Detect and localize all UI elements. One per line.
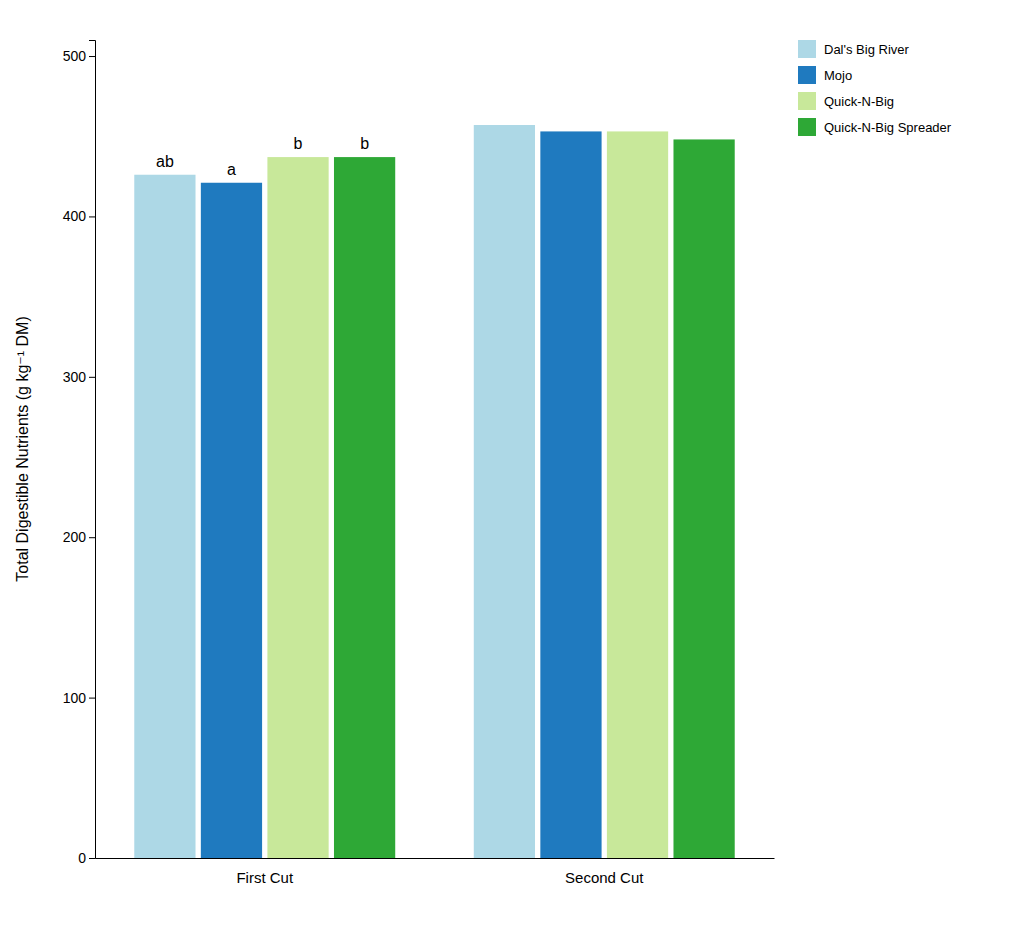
x-tick-label: First Cut — [236, 869, 294, 886]
legend-swatch — [798, 92, 816, 110]
legend-label: Quick-N-Big Spreader — [824, 120, 952, 135]
legend-item: Quick-N-Big Spreader — [798, 118, 952, 136]
x-tick-label: Second Cut — [565, 869, 644, 886]
legend-swatch — [798, 40, 816, 58]
legend-item: Mojo — [798, 66, 852, 84]
y-tick-mark — [89, 56, 95, 57]
annotation: b — [294, 135, 303, 152]
y-tick: 400 — [63, 208, 95, 224]
legend-item: Quick-N-Big — [798, 92, 894, 110]
y-tick: 0 — [78, 850, 95, 866]
legend-label: Dal's Big River — [824, 42, 910, 57]
legend-label: Quick-N-Big — [824, 94, 894, 109]
y-tick-mark — [89, 216, 95, 217]
x-tick: First Cut — [236, 869, 294, 886]
y-tick: 100 — [63, 690, 95, 706]
annotation: b — [360, 135, 369, 152]
bar — [134, 175, 195, 858]
y-tick-mark — [89, 537, 95, 538]
bars — [134, 125, 734, 858]
y-tick-mark — [89, 377, 95, 378]
plot: 0100200300400500First CutSecond Cutababb — [63, 41, 775, 886]
y-tick-label: 500 — [63, 48, 87, 64]
bar — [540, 131, 601, 858]
bar — [334, 157, 395, 858]
x-axis-line — [96, 858, 775, 859]
annotations: ababb — [156, 135, 369, 178]
y-axis: 0 100 200 300 400 500 — [63, 41, 96, 866]
y-tick-mark — [89, 858, 95, 859]
y-tick-label: 0 — [78, 850, 86, 866]
x-tick: Second Cut — [565, 869, 644, 886]
bar — [673, 139, 734, 858]
y-tick-mark — [89, 698, 95, 699]
legend-item: Dal's Big River — [798, 40, 910, 58]
legend-swatch — [798, 66, 816, 84]
bar — [201, 183, 262, 858]
x-axis: First Cut Second Cut — [96, 859, 775, 886]
y-axis-title: Total Digestible Nutrients (g kg⁻¹ DM) — [14, 316, 31, 581]
y-tick-label: 200 — [63, 529, 87, 545]
annotation: a — [227, 161, 236, 178]
annotation: ab — [156, 153, 174, 170]
y-tick: 300 — [63, 369, 95, 385]
y-tick-label: 100 — [63, 690, 87, 706]
bar — [607, 131, 668, 858]
legend: Dal's Big River Mojo Quick-N-Big Quick-N-Bi… — [798, 40, 952, 136]
y-tick: 200 — [63, 529, 95, 545]
bar — [267, 157, 328, 858]
legend-swatch — [798, 118, 816, 136]
legend-label: Mojo — [824, 68, 852, 83]
y-axis-line — [89, 41, 96, 859]
y-tick-label: 300 — [63, 369, 87, 385]
bar — [474, 125, 535, 858]
y-tick-label: 400 — [63, 208, 87, 224]
chart: 0100200300400500First CutSecond Cutababb… — [0, 0, 1024, 928]
y-tick: 500 — [63, 48, 95, 64]
